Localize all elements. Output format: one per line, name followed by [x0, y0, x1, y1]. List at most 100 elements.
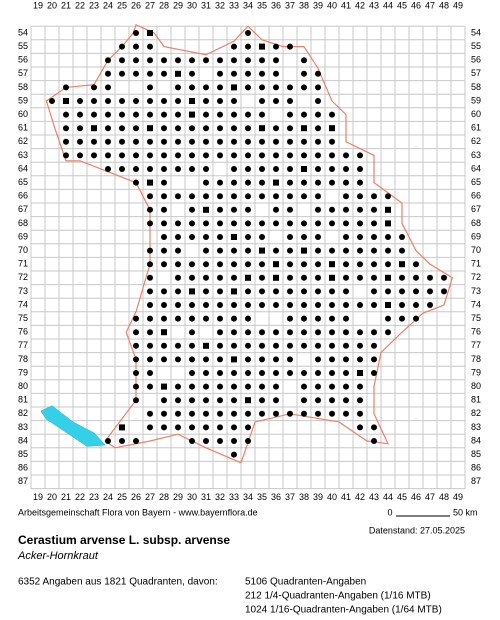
occurrence-dot — [231, 220, 237, 227]
occurrence-dot — [245, 166, 251, 172]
occurrence-dot — [231, 70, 237, 77]
occurrence-square — [301, 166, 307, 172]
occurrence-dot — [147, 288, 153, 295]
occurrence-dot — [161, 98, 167, 104]
occurrence-square — [273, 274, 279, 281]
occurrence-dot — [147, 370, 153, 376]
occurrence-dot — [329, 138, 335, 145]
column-label: 23 — [89, 0, 99, 10]
column-label: 48 — [439, 0, 449, 10]
occurrence-dot — [175, 274, 181, 281]
occurrence-dot — [329, 288, 335, 295]
column-label: 36 — [271, 492, 281, 502]
column-label: 21 — [61, 492, 71, 502]
occurrence-dot — [189, 234, 195, 240]
column-label: 36 — [271, 0, 281, 10]
occurrence-dot — [315, 234, 321, 240]
occurrence-dot — [371, 370, 377, 376]
row-label: 73 — [471, 286, 481, 296]
occurrence-dot — [245, 70, 251, 77]
occurrence-dot — [399, 234, 405, 240]
geography — [40, 24, 454, 464]
occurrence-dot — [329, 383, 335, 390]
occurrence-dot — [245, 383, 251, 390]
occurrence-dot — [175, 57, 181, 64]
occurrence-dot — [385, 329, 391, 336]
occurrence-dot — [273, 410, 279, 417]
occurrence-dot — [273, 166, 279, 172]
occurrence-square — [245, 274, 251, 281]
occurrence-dot — [259, 383, 265, 390]
occurrence-dot — [147, 383, 153, 390]
occurrence-dot — [119, 111, 125, 118]
occurrence-dot — [259, 288, 265, 295]
occurrence-dot — [245, 356, 251, 363]
column-label: 35 — [257, 0, 267, 10]
occurrence-dot — [315, 111, 321, 118]
occurrence-dot — [217, 138, 223, 145]
row-label: 64 — [18, 163, 28, 173]
occurrence-dot — [273, 397, 279, 404]
occurrence-dot — [175, 288, 181, 295]
occurrence-dot — [217, 288, 223, 295]
row-label: 58 — [471, 82, 481, 92]
row-label: 87 — [471, 476, 481, 486]
occurrence-dot — [203, 383, 209, 390]
occurrence-dot — [133, 138, 139, 145]
row-label: 77 — [471, 340, 481, 350]
occurrence-dot — [203, 57, 209, 64]
occurrence-dot — [189, 70, 195, 77]
column-label: 25 — [117, 492, 127, 502]
occurrence-dot — [301, 370, 307, 376]
column-label: 41 — [341, 492, 351, 502]
row-label: 82 — [18, 408, 28, 418]
occurrence-dot — [329, 356, 335, 363]
occurrence-dot — [133, 111, 139, 118]
occurrence-dot — [217, 247, 223, 254]
occurrence-dot — [273, 70, 279, 77]
occurrence-dot — [357, 234, 363, 240]
occurrence-dot — [357, 247, 363, 254]
occurrence-dot — [175, 220, 181, 227]
credit: Arbeitsgemeinschaft Flora von Bayern - w… — [18, 507, 258, 517]
occurrence-dot — [147, 57, 153, 64]
occurrence-dot — [161, 410, 167, 417]
occurrence-dot — [189, 356, 195, 363]
occurrence-dot — [399, 274, 405, 281]
row-label: 84 — [18, 435, 28, 445]
occurrence-square — [175, 70, 181, 77]
occurrence-square — [189, 288, 195, 295]
occurrence-dot — [259, 98, 265, 104]
row-label: 70 — [471, 245, 481, 255]
occurrence-dot — [147, 98, 153, 104]
occurrence-dot — [161, 288, 167, 295]
row-label: 63 — [471, 150, 481, 160]
column-label: 49 — [453, 0, 463, 10]
occurrence-square — [231, 84, 237, 91]
occurrence-dot — [245, 329, 251, 336]
occurrence-dot — [119, 57, 125, 64]
row-label: 55 — [18, 41, 28, 51]
column-label: 39 — [313, 0, 323, 10]
row-label: 58 — [18, 82, 28, 92]
occurrence-dot — [189, 397, 195, 404]
occurrence-dot — [259, 329, 265, 336]
occurrence-dot — [189, 302, 195, 308]
occurrence-dot — [189, 220, 195, 227]
occurrence-dot — [147, 111, 153, 118]
row-label: 70 — [18, 245, 28, 255]
occurrence-dot — [245, 57, 251, 64]
occurrence-dot — [287, 356, 293, 363]
row-label: 73 — [18, 286, 28, 296]
row-label: 63 — [18, 150, 28, 160]
occurrence-dot — [259, 152, 265, 159]
occurrence-dot — [175, 234, 181, 240]
occurrence-dot — [315, 302, 321, 308]
occurrence-square — [329, 125, 335, 132]
occurrence-dot — [119, 70, 125, 77]
column-label: 35 — [257, 492, 267, 502]
row-label: 54 — [471, 27, 481, 37]
occurrence-dot — [301, 57, 307, 64]
occurrence-dot — [259, 57, 265, 64]
column-label: 27 — [145, 492, 155, 502]
